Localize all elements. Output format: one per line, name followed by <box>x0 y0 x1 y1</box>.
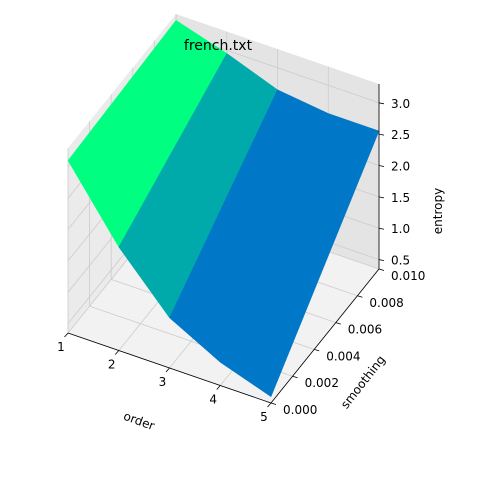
surface <box>67 19 380 398</box>
y-tick <box>335 322 341 325</box>
z-axis-label: entropy <box>431 188 445 234</box>
y-tick-label: 0.002 <box>305 376 339 390</box>
y-axis-line <box>270 268 380 404</box>
y-tick-label: 0.008 <box>369 296 403 310</box>
x-tick <box>216 385 221 390</box>
z-tick <box>378 165 385 167</box>
x-tick-label: 2 <box>108 358 116 372</box>
z-tick-label: 2.0 <box>391 160 410 174</box>
z-tick <box>378 196 385 199</box>
y-tick <box>357 295 363 298</box>
x-tick <box>267 402 272 408</box>
z-tick-label: 3.0 <box>391 97 410 111</box>
chart-title: french.txt <box>184 38 253 54</box>
x-axis-label: order <box>122 409 157 433</box>
x-tick <box>64 332 69 338</box>
z-tick-label: 2.5 <box>391 128 410 142</box>
x-tick-label: 3 <box>159 375 167 389</box>
z-tick <box>378 227 385 230</box>
z-tick-label: 1.0 <box>391 222 410 236</box>
y-tick <box>270 402 277 405</box>
x-tick-label: 1 <box>57 340 65 354</box>
y-tick <box>314 349 320 352</box>
y-tick-label: 0.006 <box>348 323 382 337</box>
y-tick <box>378 268 385 271</box>
z-tick-label: 1.5 <box>391 191 410 205</box>
z-tick-label: 0.5 <box>391 254 410 268</box>
y-tick-label: 0.010 <box>391 269 425 283</box>
z-tick <box>378 133 385 136</box>
y-tick <box>292 375 298 379</box>
x-tick <box>165 367 170 373</box>
x-tick <box>114 350 120 355</box>
axis-lines <box>64 84 385 408</box>
y-tick-label: 0.000 <box>283 403 317 417</box>
x-tick-label: 5 <box>260 410 268 424</box>
y-tick-label: 0.004 <box>326 349 360 363</box>
x-tick-label: 4 <box>209 393 217 407</box>
z-tick <box>378 102 385 105</box>
z-tick <box>378 259 385 261</box>
